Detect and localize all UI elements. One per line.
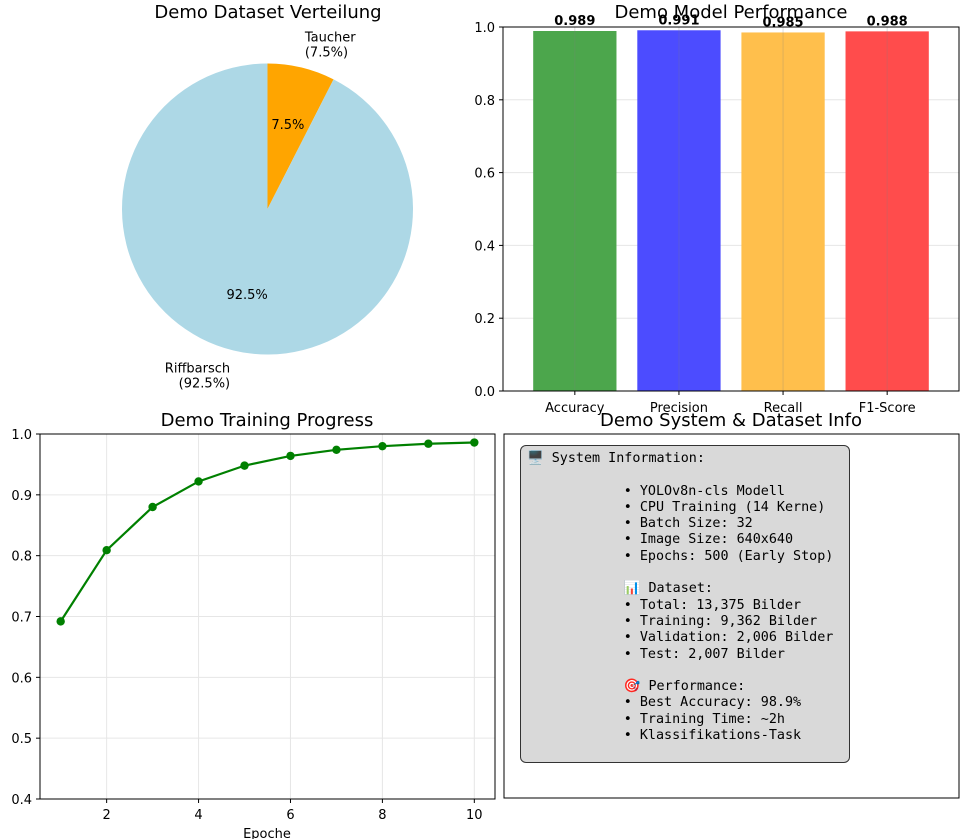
- line-point: [56, 617, 65, 626]
- line-series-path: [59, 441, 475, 622]
- bar-value-label: 0.988: [867, 14, 908, 29]
- line-y-tick-label: 0.4: [11, 793, 32, 808]
- bar-y-tick-label: 0.6: [474, 167, 495, 182]
- line-y-tick-label: 0.5: [11, 732, 32, 747]
- line-point: [148, 502, 157, 512]
- info-panel: Demo System & Dataset Info: [503, 410, 960, 799]
- info-panel-title: Demo System & Dataset Info: [600, 410, 862, 431]
- line-point: [102, 545, 111, 555]
- line-x-tick-label: 10: [466, 808, 483, 823]
- pie-label-0: Taucher (7.5%): [304, 30, 356, 60]
- bar-category-label: Recall: [764, 401, 803, 416]
- line-chart-title: Demo Training Progress: [161, 410, 374, 431]
- bar-y-tick-label: 0.4: [474, 239, 495, 254]
- line-point: [424, 439, 433, 448]
- line-y-tick-label: 0.9: [11, 489, 32, 504]
- bar-y-tick-label: 0.0: [474, 385, 495, 400]
- pie-chart-title: Demo Dataset Verteilung: [154, 2, 381, 23]
- bar-precision: [637, 30, 721, 391]
- bar-chart: 0.0 0.2 0.4 0.6 0.8 1.0 Accuracy Precision Recal…: [474, 2, 960, 416]
- line-point: [470, 438, 479, 447]
- pie-slice-1: [121, 63, 414, 355]
- line-point: [286, 451, 295, 461]
- line-x-tick-label: 8: [378, 808, 386, 823]
- bar-y-tick-label: 1.0: [474, 21, 495, 36]
- pie-slice-0: [267, 63, 334, 209]
- line-y-tick-label: 1.0: [11, 428, 32, 443]
- line-x-tick-label: 4: [194, 808, 202, 823]
- bar-y-tick-label: 0.8: [474, 94, 495, 109]
- line-x-tick-label: 2: [103, 808, 111, 823]
- line-x-tick-label: 6: [286, 808, 294, 823]
- info-text-box: [520, 445, 850, 763]
- line-point: [240, 461, 249, 470]
- bar-chart-title: Demo Model Performance: [614, 2, 847, 23]
- bar-value-label: 0.985: [762, 15, 803, 30]
- bar-value-label: 0.991: [658, 13, 699, 28]
- info-text: 🖥️ System Information: • YOLOv8n-cls Mod…: [527, 451, 834, 744]
- bar-f1-score: [845, 31, 929, 391]
- bar-value-label: 0.989: [554, 14, 595, 29]
- bar-category-label: Accuracy: [545, 401, 605, 416]
- line-point: [378, 441, 387, 451]
- pie-pct-label-1: 92.5%: [226, 288, 267, 303]
- info-panel-frame: [503, 433, 960, 799]
- pie-label-1: Riffbarsch (92.5%): [165, 362, 230, 392]
- line-y-tick-label: 0.7: [11, 611, 32, 626]
- line-y-tick-label: 0.6: [11, 671, 32, 686]
- bar-y-tick-label: 0.2: [474, 312, 495, 327]
- line-y-tick-label: 0.8: [11, 550, 32, 565]
- line-point: [194, 477, 203, 486]
- pie-chart: Demo Dataset Verteilung 7.5% Taucher (7.5%…: [121, 2, 414, 392]
- bar-accuracy: [533, 31, 617, 392]
- bar-recall: [741, 32, 825, 392]
- line-point: [332, 445, 341, 455]
- line-chart-xlabel: Epoche: [243, 827, 291, 839]
- bar-category-label: Precision: [650, 401, 708, 416]
- bar-category-label: F1-Score: [859, 401, 916, 416]
- pie-pct-label-0: 7.5%: [271, 118, 304, 133]
- bar-chart-frame: [502, 26, 960, 392]
- line-chart: Demo Training Progress 0.4 0.5 0.6 0.7 0.8 0.…: [11, 410, 496, 839]
